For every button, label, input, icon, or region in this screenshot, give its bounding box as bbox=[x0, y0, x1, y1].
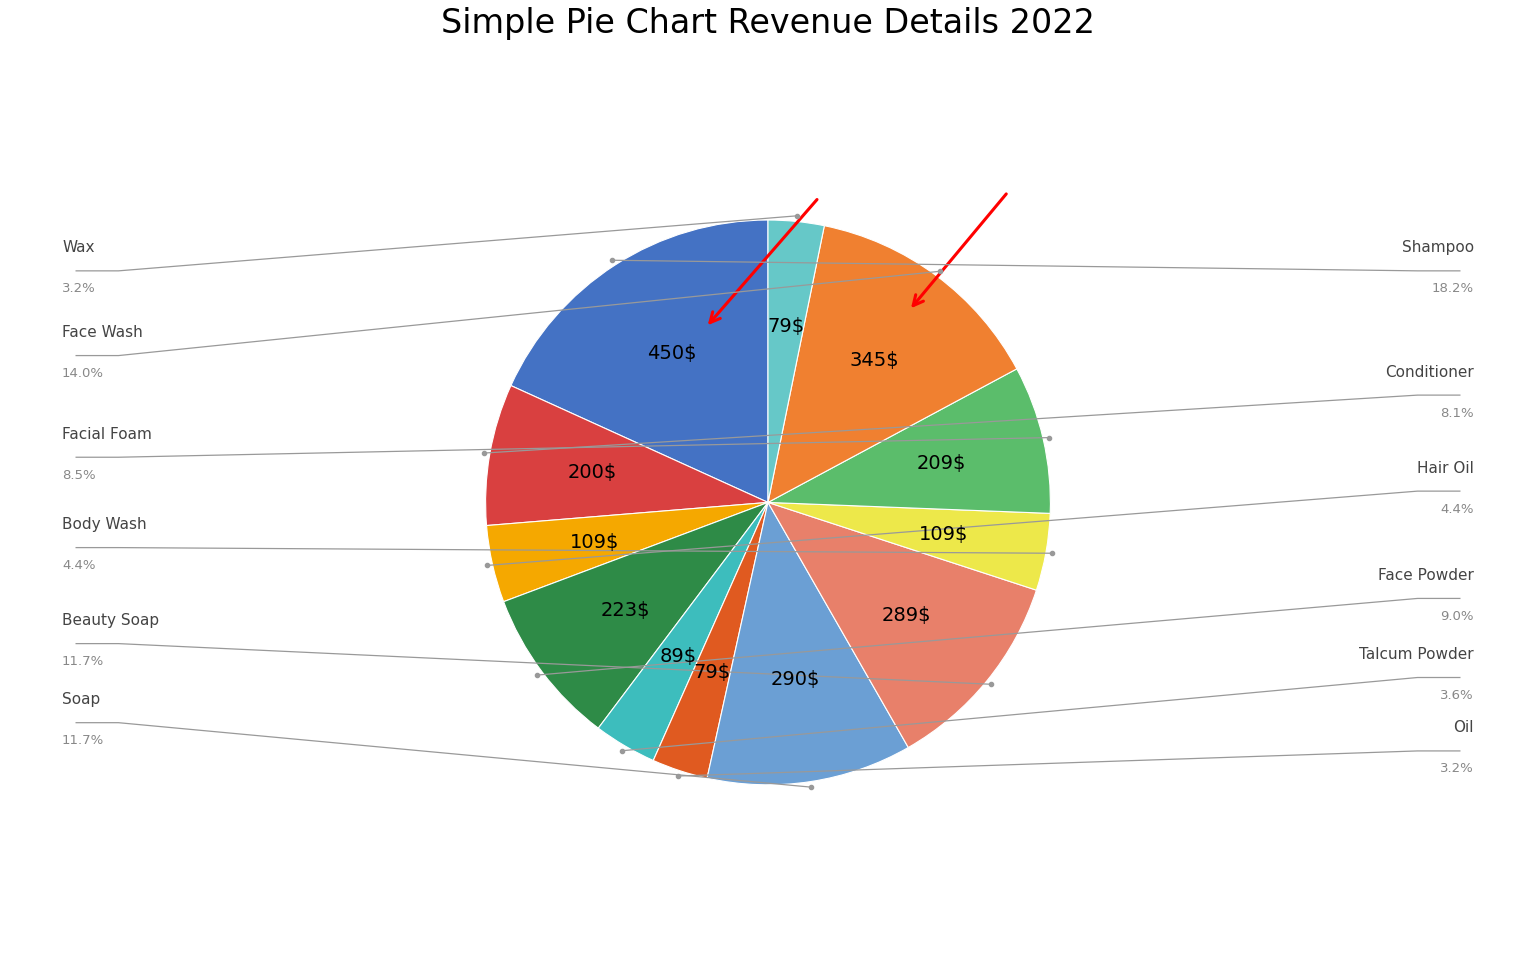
Text: 14.0%: 14.0% bbox=[61, 367, 104, 379]
Text: 209$: 209$ bbox=[917, 454, 966, 473]
Text: Talcum Powder: Talcum Powder bbox=[1359, 646, 1475, 661]
Text: Wax: Wax bbox=[61, 240, 95, 255]
Text: 200$: 200$ bbox=[568, 463, 617, 482]
Wedge shape bbox=[768, 503, 1051, 591]
Text: Soap: Soap bbox=[61, 692, 100, 706]
Text: 450$: 450$ bbox=[647, 344, 696, 363]
Text: 11.7%: 11.7% bbox=[61, 734, 104, 746]
Text: 4.4%: 4.4% bbox=[1441, 502, 1475, 515]
Text: 109$: 109$ bbox=[570, 533, 619, 551]
Text: 290$: 290$ bbox=[770, 669, 820, 688]
Text: Face Wash: Face Wash bbox=[61, 325, 143, 339]
Text: 4.4%: 4.4% bbox=[61, 558, 95, 572]
Wedge shape bbox=[504, 503, 768, 728]
Text: 9.0%: 9.0% bbox=[1441, 609, 1475, 622]
Wedge shape bbox=[768, 370, 1051, 514]
Text: Conditioner: Conditioner bbox=[1385, 364, 1475, 379]
Title: Simple Pie Chart Revenue Details 2022: Simple Pie Chart Revenue Details 2022 bbox=[441, 7, 1095, 40]
Text: Hair Oil: Hair Oil bbox=[1418, 460, 1475, 476]
Text: Shampoo: Shampoo bbox=[1402, 240, 1475, 255]
Text: 8.5%: 8.5% bbox=[61, 468, 95, 481]
Wedge shape bbox=[768, 503, 1037, 748]
Text: 289$: 289$ bbox=[882, 605, 931, 624]
Wedge shape bbox=[653, 503, 768, 779]
Text: Face Powder: Face Powder bbox=[1378, 567, 1475, 582]
Text: Oil: Oil bbox=[1453, 720, 1475, 735]
Text: Facial Foam: Facial Foam bbox=[61, 426, 152, 441]
Text: 345$: 345$ bbox=[849, 351, 899, 370]
Text: 3.2%: 3.2% bbox=[1441, 761, 1475, 775]
Text: 3.6%: 3.6% bbox=[1441, 688, 1475, 701]
Text: 8.1%: 8.1% bbox=[1441, 406, 1475, 419]
Wedge shape bbox=[487, 503, 768, 602]
Wedge shape bbox=[511, 221, 768, 503]
Wedge shape bbox=[768, 227, 1017, 503]
Wedge shape bbox=[599, 503, 768, 760]
Text: 109$: 109$ bbox=[919, 525, 968, 544]
Wedge shape bbox=[485, 386, 768, 526]
Text: 89$: 89$ bbox=[659, 647, 696, 665]
Text: 223$: 223$ bbox=[601, 600, 650, 618]
Text: 18.2%: 18.2% bbox=[1432, 282, 1475, 295]
Wedge shape bbox=[768, 221, 825, 503]
Text: Beauty Soap: Beauty Soap bbox=[61, 613, 160, 627]
Text: Body Wash: Body Wash bbox=[61, 517, 146, 532]
Text: 11.7%: 11.7% bbox=[61, 655, 104, 667]
Text: 79$: 79$ bbox=[694, 662, 731, 681]
Wedge shape bbox=[707, 503, 908, 785]
Text: 79$: 79$ bbox=[768, 316, 805, 335]
Text: 3.2%: 3.2% bbox=[61, 282, 95, 295]
